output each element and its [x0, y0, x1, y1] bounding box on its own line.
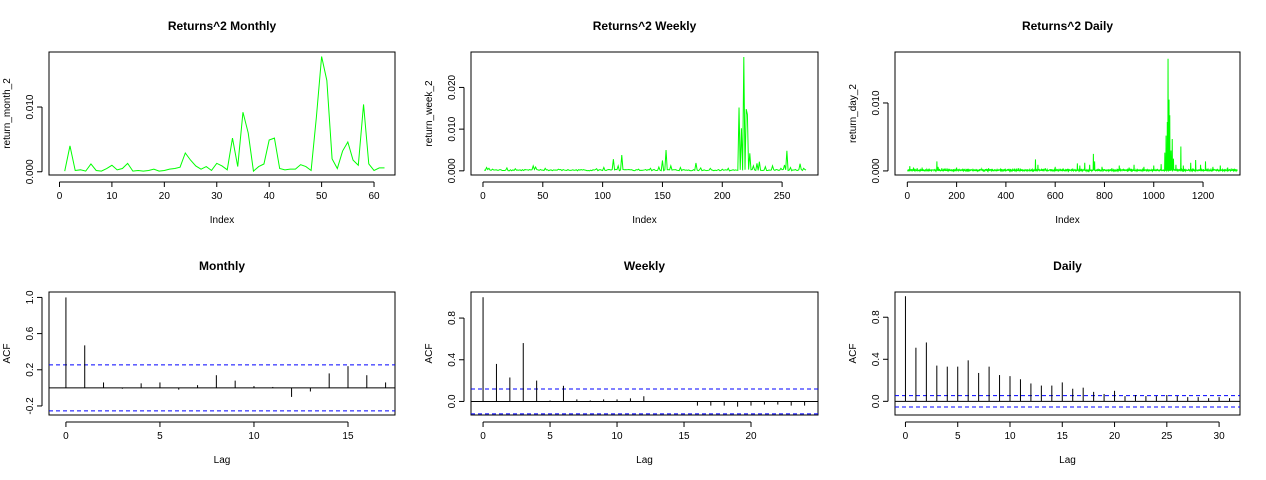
x-tick-label: 20 — [159, 191, 171, 202]
plot-frame — [48, 51, 396, 176]
plot-frame — [470, 291, 819, 416]
x-tick-label: 10 — [248, 431, 260, 442]
series-line — [64, 56, 385, 173]
x-tick-label: 15 — [1057, 431, 1069, 442]
plot-area — [484, 56, 807, 172]
plot-frame — [894, 51, 1241, 176]
plot-area — [471, 297, 818, 415]
x-tick-label: 600 — [1047, 191, 1064, 202]
x-axis-label: Lag — [636, 455, 653, 466]
x-tick-label: 100 — [594, 191, 611, 202]
x-axis-label: Lag — [1059, 455, 1076, 466]
x-axis-label: Lag — [214, 455, 231, 466]
x-tick-label: 10 — [611, 431, 623, 442]
y-tick-label: 0.2 — [25, 362, 36, 376]
y-axis-label: ACF — [2, 344, 13, 364]
chart-title: Returns^2 Monthly — [168, 19, 277, 33]
y-tick-label: 0.010 — [25, 94, 36, 119]
x-tick-label: 40 — [264, 191, 276, 202]
x-tick-label: 25 — [1161, 431, 1173, 442]
series-line — [484, 56, 807, 172]
x-tick-label: 400 — [998, 191, 1015, 202]
y-tick-label: 0.0 — [871, 394, 882, 408]
y-tick-label: 0.000 — [871, 158, 882, 183]
panel-p2: Returns^2 Weekly 0 50 100 150 200 250 0.000 0.01… — [424, 19, 819, 226]
y-axis-label: return_month_2 — [2, 78, 13, 149]
y-axis-label: ACF — [424, 344, 435, 364]
x-tick-label: 0 — [903, 431, 909, 442]
chart-title: Returns^2 Daily — [1022, 19, 1113, 33]
x-tick-label: 0 — [63, 431, 69, 442]
y-tick-label: 0.4 — [447, 352, 458, 366]
y-tick-label: 0.8 — [871, 310, 882, 324]
plot-frame — [470, 51, 819, 176]
y-tick-label: 0.000 — [25, 159, 36, 184]
x-tick-label: 5 — [547, 431, 553, 442]
y-tick-label: 0.010 — [447, 116, 458, 141]
y-tick-label: 0.6 — [25, 326, 36, 340]
x-tick-label: 20 — [745, 431, 757, 442]
y-tick-label: 0.010 — [871, 90, 882, 115]
x-tick-label: 50 — [537, 191, 549, 202]
y-axis-label: return_week_2 — [424, 80, 435, 147]
panel-p1: Returns^2 Monthly 0 10 20 30 40 50 60 0.000 0.010… — [2, 19, 396, 226]
x-tick-label: 30 — [211, 191, 223, 202]
panel-p6: Daily 0 5 10 15 20 25 30 0.0 0.4 0.8 Lag ACF — [848, 259, 1241, 466]
y-axis-label: return_day_2 — [848, 84, 859, 143]
x-tick-label: 50 — [316, 191, 328, 202]
y-tick-label: 1.0 — [25, 290, 36, 304]
x-axis-label: Index — [1055, 215, 1079, 226]
x-tick-label: 1200 — [1192, 191, 1215, 202]
x-tick-label: 200 — [714, 191, 731, 202]
plot-frame — [894, 291, 1241, 416]
y-tick-label: 0.0 — [447, 394, 458, 408]
x-tick-label: 5 — [955, 431, 961, 442]
series-line — [907, 58, 1238, 173]
x-tick-label: 15 — [678, 431, 690, 442]
y-tick-label: 0.020 — [447, 74, 458, 99]
panel-p5: Weekly 0 5 10 15 20 0.0 0.4 0.8 Lag ACF — [424, 259, 819, 466]
panel-p4: Monthly 0 5 10 15 -0.2 0.2 0.6 1.0 Lag ACF — [2, 259, 396, 466]
x-tick-label: 0 — [480, 431, 486, 442]
chart-title: Weekly — [624, 259, 665, 273]
x-tick-label: 1000 — [1143, 191, 1166, 202]
plot-area — [49, 297, 395, 412]
panel-p3: Returns^2 Daily 0 200 400 600 800 1000 1200 0.00… — [848, 19, 1241, 226]
x-tick-label: 30 — [1214, 431, 1226, 442]
x-tick-label: 20 — [1109, 431, 1121, 442]
y-tick-label: 0.000 — [447, 158, 458, 183]
y-tick-label: 0.8 — [447, 311, 458, 325]
x-axis-label: Index — [210, 215, 234, 226]
y-axis-label: ACF — [848, 344, 859, 364]
x-tick-label: 800 — [1096, 191, 1113, 202]
plot-frame — [48, 291, 396, 416]
x-tick-label: 15 — [342, 431, 354, 442]
y-tick-label: 0.4 — [871, 352, 882, 366]
x-tick-label: 0 — [57, 191, 63, 202]
chart-title: Monthly — [199, 259, 245, 273]
x-tick-label: 0 — [480, 191, 486, 202]
x-tick-label: 5 — [157, 431, 163, 442]
x-axis-label: Index — [632, 215, 656, 226]
chart-title: Daily — [1053, 259, 1082, 273]
x-tick-label: 60 — [368, 191, 380, 202]
x-tick-label: 0 — [905, 191, 911, 202]
plot-area — [907, 58, 1238, 173]
plot-area — [895, 296, 1240, 408]
x-tick-label: 200 — [948, 191, 965, 202]
chart-title: Returns^2 Weekly — [593, 19, 697, 33]
x-tick-label: 10 — [106, 191, 118, 202]
x-tick-label: 250 — [774, 191, 791, 202]
x-tick-label: 150 — [654, 191, 671, 202]
y-tick-label: -0.2 — [25, 397, 36, 415]
x-tick-label: 10 — [1004, 431, 1016, 442]
plot-area — [64, 56, 385, 173]
